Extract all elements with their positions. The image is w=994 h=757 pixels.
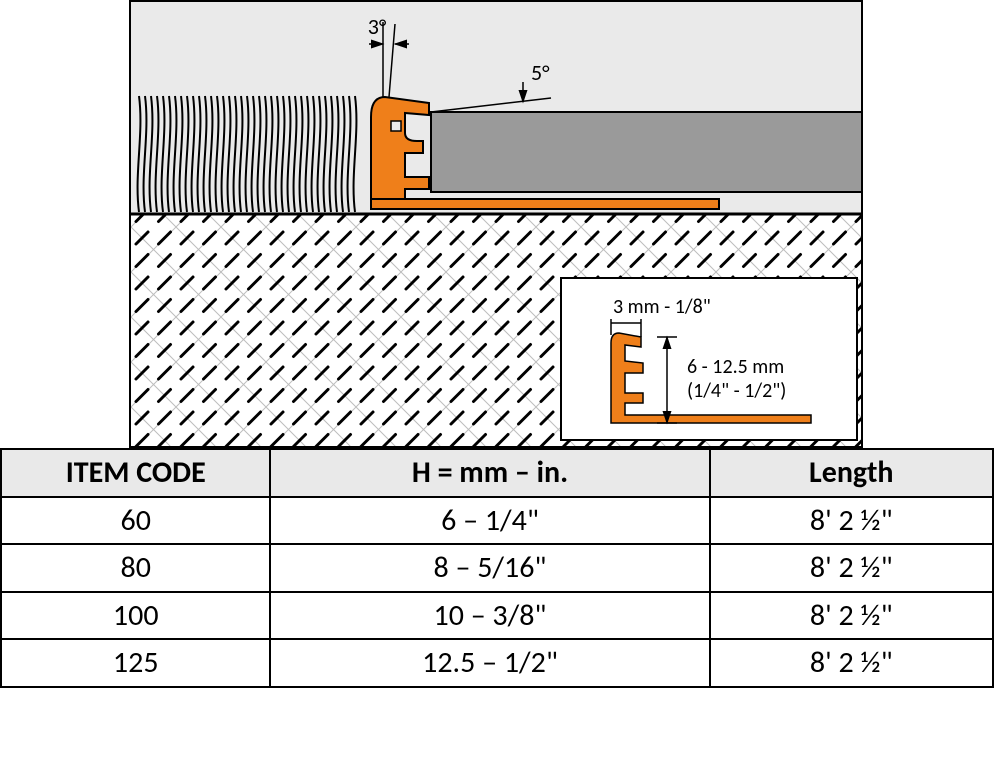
table-cell: 80: [1, 544, 270, 592]
cross-section-diagram: 3° 5° 3 mm - 1/8" 6 - 12.5 mm(1/4" - 1/2"): [129, 0, 863, 448]
table-header-row: ITEM CODE H = mm – in. Length: [1, 449, 993, 497]
spec-table: ITEM CODE H = mm – in. Length 606 – 1/4"…: [0, 448, 994, 688]
table-cell: 125: [1, 639, 270, 687]
table-row: 12512.5 – 1/2"8' 2 ½": [1, 639, 993, 687]
col-header-h: H = mm – in.: [270, 449, 709, 497]
table-cell: 8' 2 ½": [710, 544, 994, 592]
diagram-svg: 3° 5° 3 mm - 1/8" 6 - 12.5 mm(1/4" - 1/2"): [131, 2, 863, 448]
table-cell: 8 – 5/16": [270, 544, 709, 592]
col-header-item-code: ITEM CODE: [1, 449, 270, 497]
table-cell: 60: [1, 497, 270, 545]
table-cell: 10 – 3/8": [270, 592, 709, 640]
page: 3°5°3 mm - 1/8"6 - 12.5 mm(1/4" - 1/2") …: [0, 0, 994, 757]
table-row: 10010 – 3/8"8' 2 ½": [1, 592, 993, 640]
col-header-length: Length: [710, 449, 994, 497]
diagram-annotation: 3°: [368, 13, 387, 40]
table-row: 808 – 5/16"8' 2 ½": [1, 544, 993, 592]
diagram-annotation: (1/4" - 1/2"): [687, 379, 786, 403]
table-cell: 8' 2 ½": [710, 497, 994, 545]
spec-table-area: ITEM CODE H = mm – in. Length 606 – 1/4"…: [0, 448, 994, 688]
diagram-annotation: 5°: [531, 59, 550, 86]
table-cell: 8' 2 ½": [710, 639, 994, 687]
table-cell: 100: [1, 592, 270, 640]
diagram-annotation: 3 mm - 1/8": [613, 295, 711, 319]
table-cell: 8' 2 ½": [710, 592, 994, 640]
table-cell: 6 – 1/4": [270, 497, 709, 545]
diagram-annotation: 6 - 12.5 mm: [687, 355, 784, 379]
table-body: 606 – 1/4"8' 2 ½"808 – 5/16"8' 2 ½"10010…: [1, 497, 993, 687]
table-cell: 12.5 – 1/2": [270, 639, 709, 687]
table-row: 606 – 1/4"8' 2 ½": [1, 497, 993, 545]
